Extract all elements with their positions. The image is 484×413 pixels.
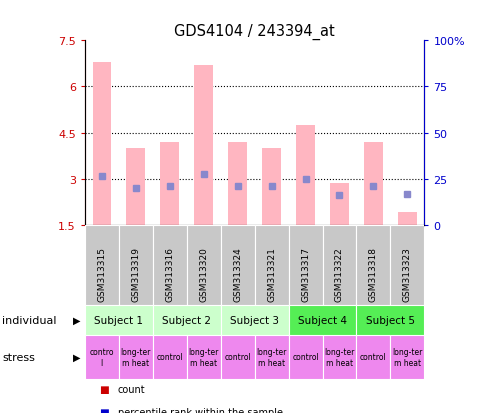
Bar: [220, 335, 254, 379]
Bar: [390, 225, 424, 306]
Title: GDS4104 / 243394_at: GDS4104 / 243394_at: [174, 24, 334, 40]
Bar: [152, 306, 220, 335]
Text: ▶: ▶: [73, 316, 80, 325]
Bar: [152, 225, 186, 306]
Bar: [126, 149, 145, 225]
Bar: [254, 335, 288, 379]
Text: long-ter
m heat: long-ter m heat: [324, 347, 354, 367]
Text: ■: ■: [99, 407, 109, 413]
Text: Subject 5: Subject 5: [365, 316, 414, 325]
Bar: [288, 335, 322, 379]
Text: ▶: ▶: [73, 352, 80, 362]
Text: Subject 1: Subject 1: [94, 316, 143, 325]
Text: Subject 4: Subject 4: [297, 316, 347, 325]
Bar: [85, 306, 152, 335]
Text: GSM313320: GSM313320: [199, 247, 208, 301]
Bar: [322, 225, 356, 306]
Bar: [296, 126, 314, 225]
Text: stress: stress: [2, 352, 35, 362]
Bar: [254, 225, 288, 306]
Bar: [194, 66, 212, 225]
Text: long-ter
m heat: long-ter m heat: [121, 347, 151, 367]
Bar: [92, 63, 111, 225]
Bar: [160, 142, 179, 225]
Bar: [322, 335, 356, 379]
Text: contro
l: contro l: [90, 347, 114, 367]
Bar: [228, 142, 246, 225]
Bar: [85, 335, 119, 379]
Bar: [330, 184, 348, 225]
Text: Subject 2: Subject 2: [162, 316, 211, 325]
Text: control: control: [359, 353, 386, 361]
Text: GSM313316: GSM313316: [165, 247, 174, 301]
Bar: [85, 225, 119, 306]
Text: GSM313318: GSM313318: [368, 247, 377, 301]
Text: Subject 3: Subject 3: [229, 316, 279, 325]
Bar: [119, 335, 152, 379]
Bar: [119, 225, 152, 306]
Text: control: control: [224, 353, 251, 361]
Bar: [363, 142, 382, 225]
Bar: [220, 306, 288, 335]
Bar: [288, 225, 322, 306]
Text: individual: individual: [2, 316, 57, 325]
Bar: [186, 335, 220, 379]
Text: GSM313319: GSM313319: [131, 247, 140, 301]
Text: GSM313315: GSM313315: [97, 247, 106, 301]
Bar: [390, 335, 424, 379]
Bar: [356, 335, 390, 379]
Text: GSM313323: GSM313323: [402, 247, 411, 301]
Text: long-ter
m heat: long-ter m heat: [256, 347, 286, 367]
Text: GSM313324: GSM313324: [233, 247, 242, 301]
Text: long-ter
m heat: long-ter m heat: [392, 347, 422, 367]
Text: ■: ■: [99, 384, 109, 394]
Bar: [220, 225, 254, 306]
Bar: [262, 149, 280, 225]
Text: control: control: [156, 353, 183, 361]
Bar: [186, 225, 220, 306]
Bar: [288, 306, 356, 335]
Bar: [356, 225, 390, 306]
Bar: [356, 306, 424, 335]
Text: GSM313322: GSM313322: [334, 247, 343, 301]
Bar: [397, 213, 416, 225]
Text: GSM313317: GSM313317: [301, 247, 309, 301]
Text: count: count: [118, 384, 145, 394]
Bar: [152, 335, 186, 379]
Text: long-ter
m heat: long-ter m heat: [188, 347, 218, 367]
Text: percentile rank within the sample: percentile rank within the sample: [118, 407, 282, 413]
Text: control: control: [291, 353, 318, 361]
Text: GSM313321: GSM313321: [267, 247, 275, 301]
